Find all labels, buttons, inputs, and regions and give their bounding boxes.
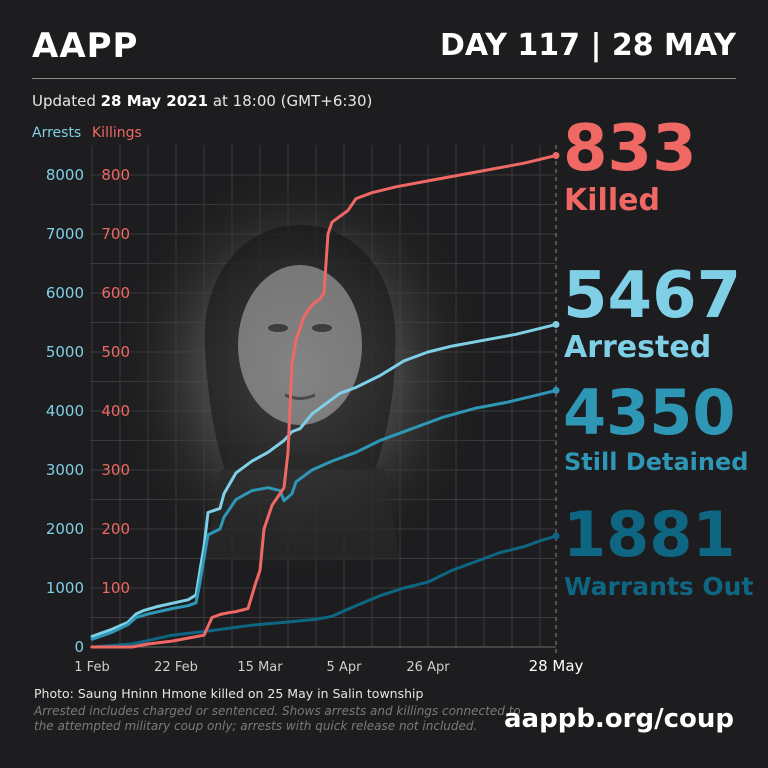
series-endpoint: [552, 386, 560, 394]
portrait-photo: [110, 170, 490, 590]
arrested-count: 5467: [563, 259, 742, 333]
series-line-arrests: [90, 322, 558, 638]
legend-arrests: Arrests: [32, 125, 81, 141]
chart-series: [90, 152, 560, 649]
y-left-tick-label: 6000: [46, 284, 84, 302]
y-left-tick-label: 8000: [46, 166, 84, 184]
y-right-tick-label: 200: [101, 520, 130, 538]
chart-legend: Arrests Killings: [32, 125, 142, 141]
warrants-label: Warrants Out: [564, 572, 754, 601]
chart-axes: 0 1000 2000 3000 4000 5000 6000 7000 8000 100 200 3…: [46, 166, 584, 675]
updated-timestamp: Updated 28 May 2021 at 18:00 (GMT+6:30): [32, 92, 373, 110]
day-title: DAY 117 | 28 MAY: [439, 28, 736, 63]
x-tick-label: 1 Feb: [74, 660, 109, 675]
series-endpoint: [552, 532, 560, 540]
series-endpoint: [552, 152, 560, 160]
y-right-tick-label: 800: [101, 166, 130, 184]
x-tick-label: 15 Mar: [237, 660, 283, 675]
y-right-tick-label: 400: [101, 402, 130, 420]
y-right-tick-label: 100: [101, 579, 130, 597]
legend-killings: Killings: [92, 125, 142, 141]
photo-caption: Photo: Saung Hninn Hmone killed on 25 Ma…: [34, 686, 424, 701]
series-endpoint: [552, 320, 560, 328]
y-left-tick-label: 5000: [46, 343, 84, 361]
detained-label: Still Detained: [564, 448, 749, 476]
x-tick-label: 5 Apr: [327, 660, 363, 675]
y-right-tick-label: 600: [101, 284, 130, 302]
brand-logo: AAPP: [32, 26, 139, 66]
y-left-tick-label: 7000: [46, 225, 84, 243]
y-left-tick-label: 3000: [46, 461, 84, 479]
arrested-label: Arrested: [564, 330, 712, 365]
y-left-tick-label: 1000: [46, 579, 84, 597]
series-line-still-detained: [90, 388, 558, 641]
y-right-tick-label: 500: [101, 343, 130, 361]
x-tick-label: 26 Apr: [406, 660, 450, 675]
series-line-killings: [90, 154, 558, 649]
killed-label: Killed: [564, 183, 660, 218]
x-tick-label: 22 Feb: [154, 660, 198, 675]
detained-count: 4350: [563, 376, 736, 449]
y-right-tick-label: 300: [101, 461, 130, 479]
x-tick-label: 28 May: [529, 657, 584, 675]
warrants-count: 1881: [563, 498, 736, 571]
site-url-link[interactable]: aappb.org/coup: [504, 704, 734, 734]
header-divider: [32, 78, 736, 79]
y-left-tick-label: 0: [74, 638, 84, 656]
y-left-tick-label: 2000: [46, 520, 84, 538]
footnote: Arrested includes charged or sentenced. …: [34, 704, 521, 733]
y-left-tick-label: 4000: [46, 402, 84, 420]
killed-count: 833: [563, 112, 697, 186]
y-right-tick-label: 700: [101, 225, 130, 243]
